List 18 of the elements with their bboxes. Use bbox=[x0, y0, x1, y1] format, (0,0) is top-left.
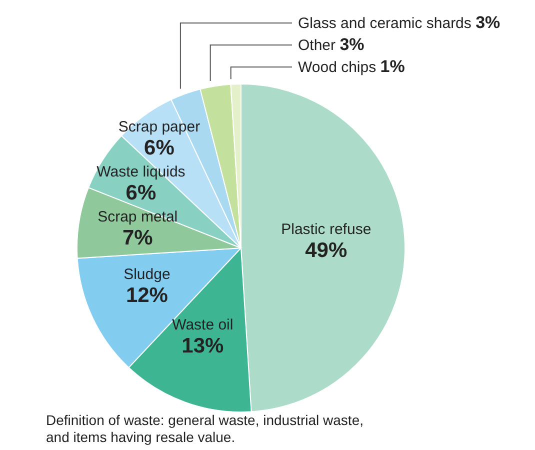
slice-label: Scrap paper bbox=[118, 118, 200, 136]
slice-label: Glass and ceramic shards bbox=[298, 15, 472, 32]
data-label: 49% bbox=[305, 239, 348, 262]
data-label: 12% bbox=[126, 284, 168, 307]
data-label: 6% bbox=[144, 136, 175, 160]
data-label: 1% bbox=[380, 57, 405, 76]
data-label: 7% bbox=[122, 226, 154, 250]
data-label: 6% bbox=[126, 182, 156, 205]
data-label: 3% bbox=[340, 35, 364, 54]
data-label: 13% bbox=[182, 334, 224, 358]
slice-label: Plastic refuse bbox=[281, 221, 372, 238]
slice-label: Other bbox=[298, 37, 336, 54]
slice-label: Waste oil bbox=[172, 316, 234, 334]
text: Definition of waste: general waste, industrial waste, and items having resale value. bbox=[46, 412, 364, 446]
slice-label: Wood chips bbox=[298, 59, 376, 76]
slice-label: Waste liquids bbox=[96, 164, 186, 181]
data-label: 3% bbox=[476, 13, 500, 32]
slice-label: Sludge bbox=[124, 266, 170, 283]
